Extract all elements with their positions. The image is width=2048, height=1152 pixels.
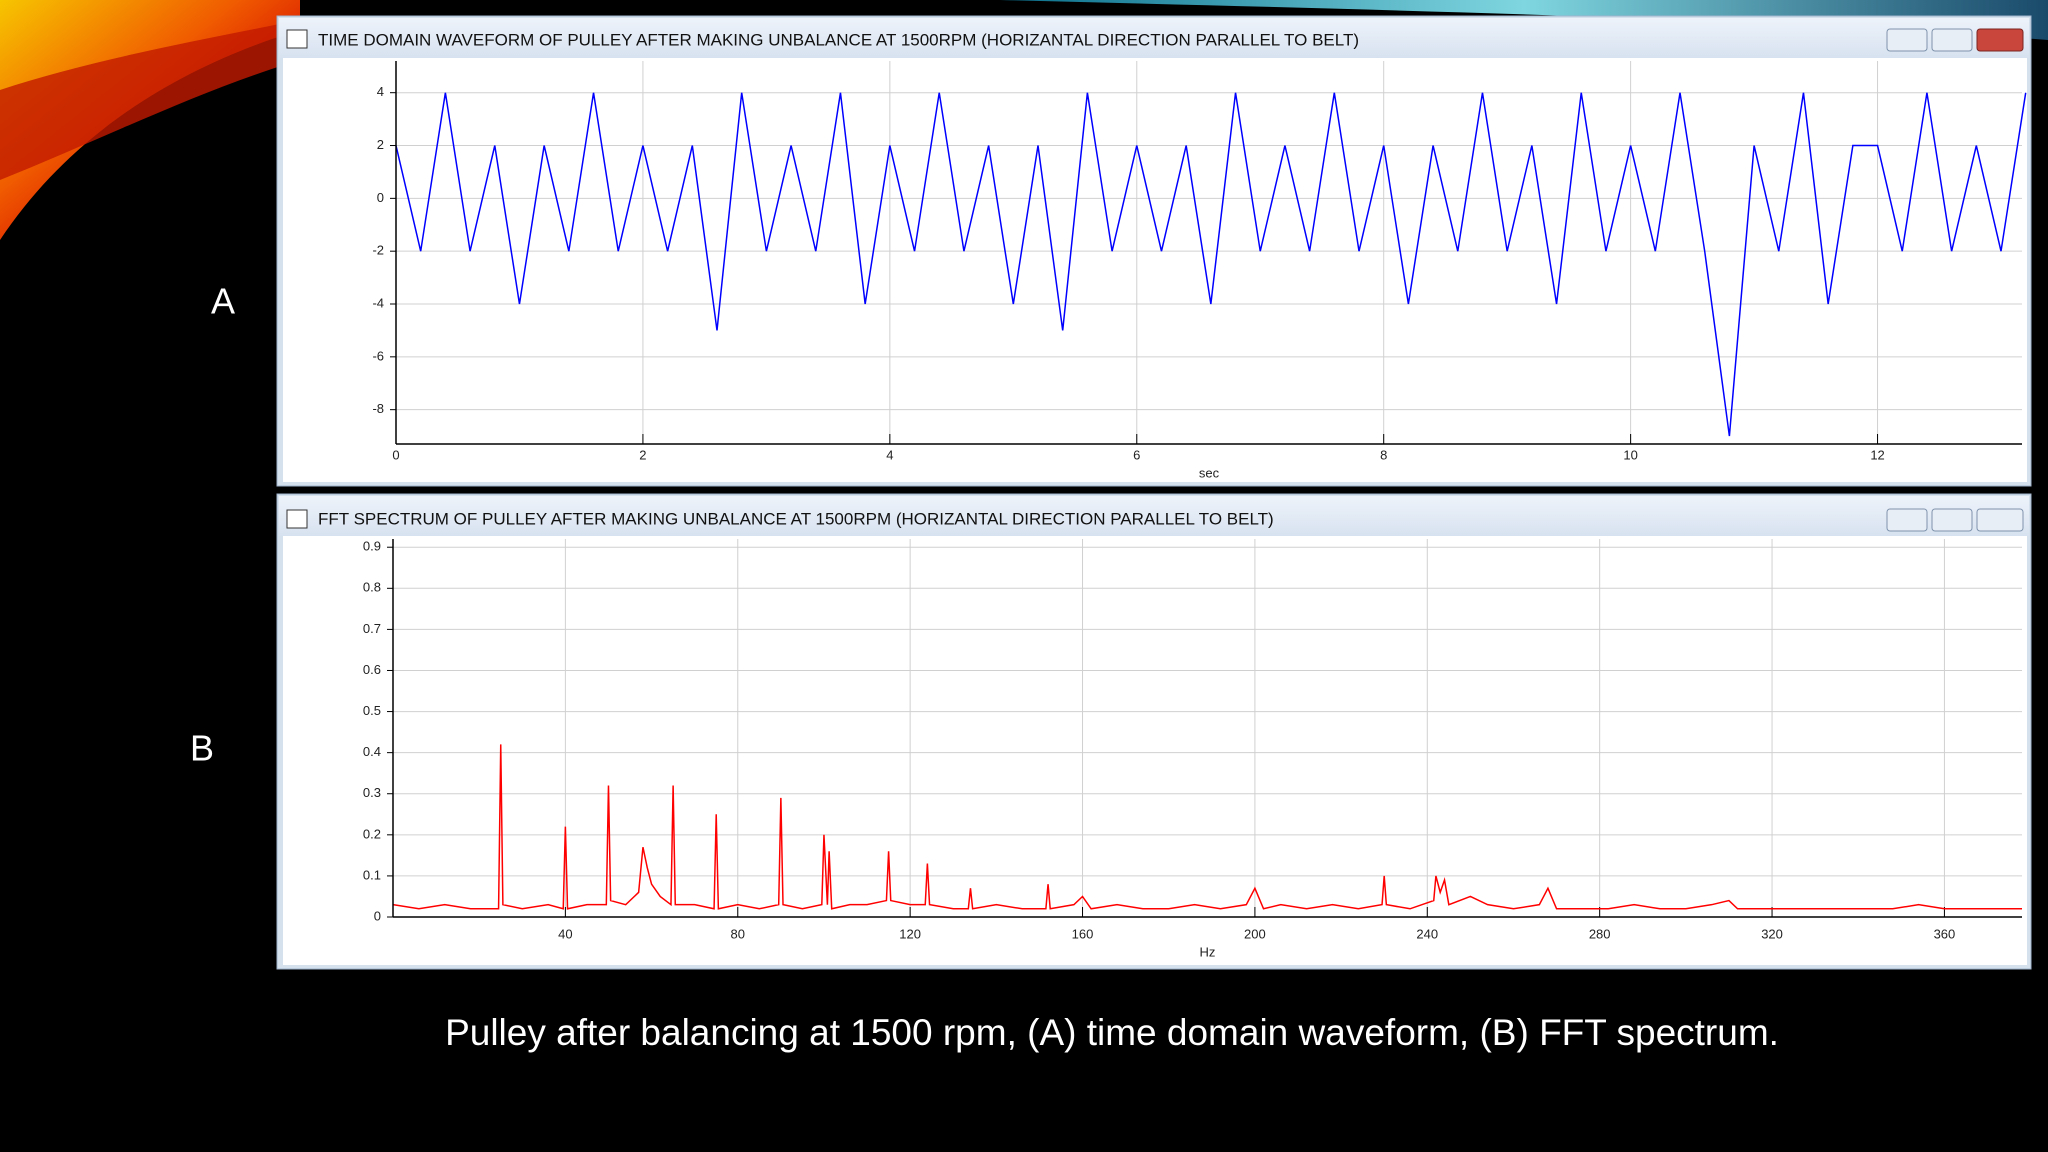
plot-background xyxy=(283,58,2027,482)
y-tick-label: 0.2 xyxy=(363,826,381,841)
y-tick-label: 0.3 xyxy=(363,785,381,800)
data-line xyxy=(392,744,2022,910)
x-tick-label: 0 xyxy=(392,447,399,462)
minimize-button[interactable] xyxy=(1886,28,1928,52)
decor-swoosh xyxy=(0,0,300,240)
title-bar xyxy=(279,18,2029,58)
y-tick-label: 2 xyxy=(377,137,384,152)
minimize-button[interactable] xyxy=(1886,508,1928,532)
restore-button[interactable] xyxy=(1931,508,1973,532)
y-tick-label: 0.1 xyxy=(363,867,381,882)
y-tick-label: 0.8 xyxy=(363,580,381,595)
decor-swoosh xyxy=(0,20,300,180)
y-tick-label: -4 xyxy=(372,295,384,310)
x-tick-label: 4 xyxy=(886,447,893,462)
y-tick-label: 4 xyxy=(377,84,384,99)
x-tick-label: 40 xyxy=(558,926,572,941)
decor-swoosh xyxy=(1000,0,2048,40)
y-tick-label: 0 xyxy=(374,908,381,923)
x-axis-label: Hz xyxy=(1200,944,1216,959)
x-tick-label: 240 xyxy=(1416,926,1438,941)
x-tick-label: 2 xyxy=(639,447,646,462)
y-tick-label: 0.5 xyxy=(363,703,381,718)
window-icon xyxy=(286,29,308,49)
y-tick-label: 0.6 xyxy=(363,662,381,677)
restore-button[interactable] xyxy=(1931,28,1973,52)
data-line xyxy=(395,92,2027,437)
y-tick-label: 0.7 xyxy=(363,621,381,636)
y-tick-label: 0 xyxy=(377,190,384,205)
window-title: TIME DOMAIN WAVEFORM OF PULLEY AFTER MAK… xyxy=(318,30,1359,49)
title-bar xyxy=(279,496,2029,536)
x-tick-label: 6 xyxy=(1133,447,1140,462)
x-tick-label: 320 xyxy=(1761,926,1783,941)
x-tick-label: 160 xyxy=(1072,926,1094,941)
x-tick-label: 10 xyxy=(1623,447,1637,462)
close-button[interactable] xyxy=(1976,508,2024,532)
y-tick-label: -6 xyxy=(372,348,384,363)
x-tick-label: 200 xyxy=(1244,926,1266,941)
panel-label: A xyxy=(211,281,235,322)
window-icon xyxy=(286,509,308,529)
window-b: FFT SPECTRUM OF PULLEY AFTER MAKING UNBA… xyxy=(276,493,2032,970)
window-title: FFT SPECTRUM OF PULLEY AFTER MAKING UNBA… xyxy=(318,509,1274,528)
y-tick-label: -2 xyxy=(372,243,384,258)
x-tick-label: 80 xyxy=(731,926,745,941)
panel-label: B xyxy=(190,728,214,769)
x-tick-label: 12 xyxy=(1870,447,1884,462)
close-button[interactable] xyxy=(1976,28,2024,52)
y-tick-label: -8 xyxy=(372,401,384,416)
plot-background xyxy=(283,536,2027,965)
x-tick-label: 360 xyxy=(1934,926,1956,941)
caption: Pulley after balancing at 1500 rpm, (A) … xyxy=(445,1012,1779,1053)
x-tick-label: 120 xyxy=(899,926,921,941)
x-axis-label: sec xyxy=(1199,465,1220,480)
y-tick-label: 0.9 xyxy=(363,539,381,554)
x-tick-label: 8 xyxy=(1380,447,1387,462)
x-tick-label: 280 xyxy=(1589,926,1611,941)
y-tick-label: 0.4 xyxy=(363,744,381,759)
